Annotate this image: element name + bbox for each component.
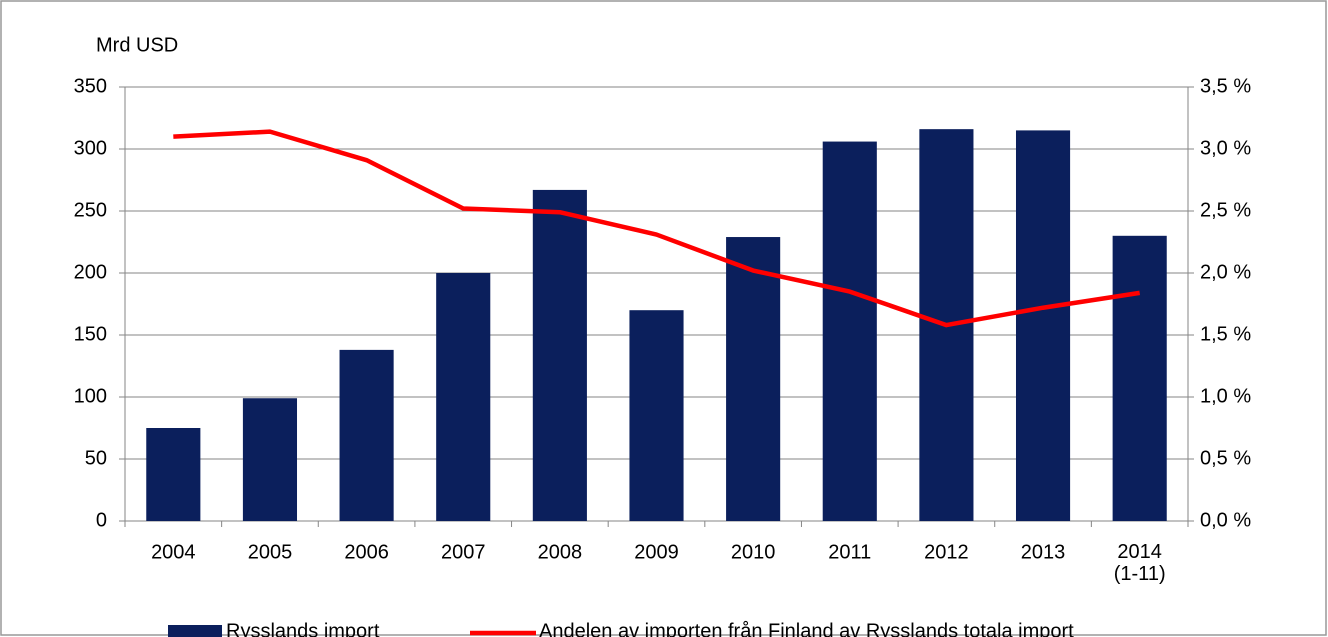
x-tick-label: 2005	[248, 541, 293, 563]
bar	[532, 189, 587, 522]
line	[173, 129, 1141, 328]
x-tick-label: 2007	[441, 541, 486, 563]
x-tick-label: 2013	[1021, 541, 1066, 563]
x-tick-label: 2004	[151, 541, 196, 563]
bar	[1015, 130, 1071, 521]
x-tick-label: 2008	[538, 541, 583, 563]
y-tick-label: 150	[74, 323, 107, 345]
bar	[822, 141, 877, 521]
bar	[1112, 235, 1167, 522]
y-tick-label: 50	[85, 447, 107, 469]
y2-tick-label: 0,0 %	[1200, 509, 1251, 531]
x-tick-label: 2014 (1-11)	[1114, 541, 1166, 585]
y-axis-label: Mrd USD	[96, 34, 178, 56]
legend-swatch	[168, 625, 222, 637]
bar	[436, 273, 491, 521]
y-tick-label: 200	[74, 261, 107, 283]
y2-tick-label: 2,5 %	[1200, 199, 1251, 221]
y2-tick-label: 3,0 %	[1200, 137, 1251, 159]
y2-tick-label: 0,5 %	[1200, 447, 1251, 469]
x-tick-label: 2010	[731, 541, 776, 563]
x-tick-label: 2012	[924, 541, 969, 563]
y-tick-label: 0	[96, 509, 107, 531]
bar	[242, 398, 298, 521]
legend-label: Rysslands import	[226, 620, 380, 637]
y-tick-label: 250	[74, 199, 107, 221]
bar	[629, 310, 684, 521]
y2-tick-label: 1,0 %	[1200, 385, 1251, 407]
y2-tick-label: 3,5 %	[1200, 75, 1251, 97]
y2-tick-label: 2,0 %	[1200, 261, 1251, 283]
bar	[726, 237, 781, 522]
x-tick-label: 2009	[634, 541, 679, 563]
x-tick-label: 2006	[344, 541, 389, 563]
y-tick-label: 100	[74, 385, 107, 407]
bar	[146, 428, 201, 521]
x-tick-label: 2011	[828, 541, 871, 563]
bar	[339, 349, 394, 521]
y-tick-label: 350	[74, 75, 107, 97]
legend-label: Andelen av importen från Finland av Ryss…	[539, 620, 1074, 637]
y-tick-label: 300	[74, 137, 107, 159]
y2-tick-label: 1,5 %	[1200, 323, 1251, 345]
